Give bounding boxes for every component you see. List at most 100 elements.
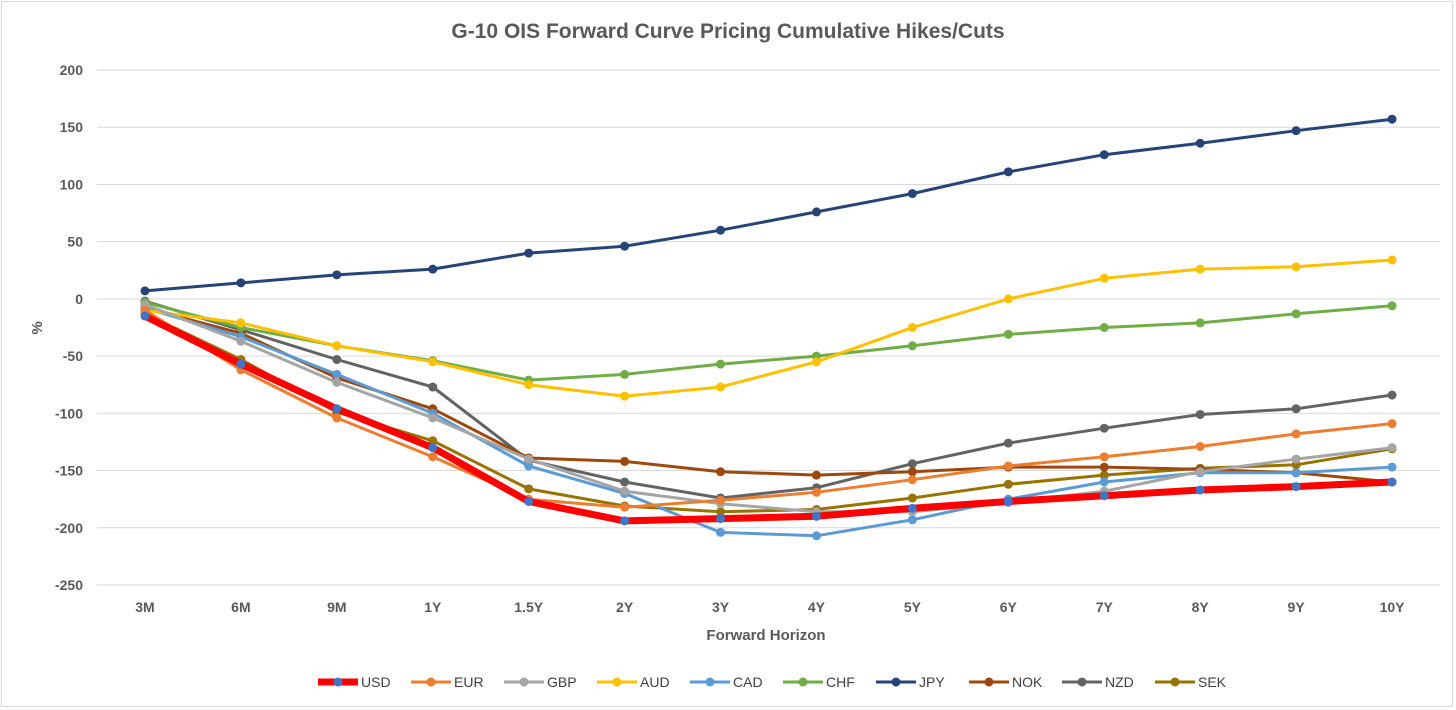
data-point [907,323,917,332]
series-line [144,306,1393,538]
legend-marker [798,677,808,687]
legend-marker [519,677,529,687]
data-point [1003,167,1013,177]
data-point [620,241,630,251]
series-line [144,258,1393,398]
data-point [1291,126,1301,136]
y-tick-label: -150 [55,463,83,479]
legend-marker [984,677,994,687]
x-axis-title: Forward Horizon [706,627,825,644]
data-point [1099,452,1109,462]
data-point [524,454,534,464]
y-tick-label: -100 [55,405,83,421]
y-tick-label: -250 [55,577,83,593]
data-point [620,477,630,487]
x-axis-ticks: 3M 6M 9M 1Y 1.5Y 2Y 3Y 4Y 5Y 6Y 7Y 8Y 9Y 10Y [135,599,1405,615]
data-point [811,470,821,480]
x-tick-label: 7Y [1096,599,1114,615]
y-tick-label: 200 [60,62,84,78]
legend-marker [705,677,715,687]
legend-label: NZD [1105,674,1134,690]
data-point [524,380,534,390]
data-point [716,359,726,369]
data-point [811,531,821,541]
data-point [811,207,821,217]
data-point [1003,294,1013,304]
data-point [1003,329,1013,339]
data-point [1387,114,1397,124]
data-point [236,336,246,346]
x-tick-label: 2Y [616,599,634,615]
data-point [524,496,534,506]
data-point [907,493,917,503]
x-tick-label: 6M [231,599,250,615]
data-point [907,341,917,351]
data-point [907,503,917,513]
data-point [428,413,438,423]
data-point [1291,404,1301,414]
legend-marker [333,677,343,687]
x-tick-label: 6Y [1000,599,1018,615]
data-point [332,355,342,365]
data-point [1387,301,1397,311]
x-tick-label: 8Y [1192,599,1210,615]
data-point [1387,462,1397,472]
data-point [1387,390,1397,400]
legend-item-cad: CAD [690,674,763,690]
series-line [144,306,1393,484]
series-line [144,309,1393,509]
data-point [716,514,726,524]
data-point [524,248,534,258]
chart-title: G-10 OIS Forward Curve Pricing Cumulativ… [451,20,1004,43]
legend-marker [426,677,436,687]
data-point [1387,419,1397,429]
series-usd [140,311,1397,526]
x-tick-label: 10Y [1380,599,1406,615]
data-point [1195,318,1205,328]
data-point [140,286,150,296]
data-point [332,270,342,280]
data-point [1291,429,1301,439]
series-line [144,117,1393,293]
x-tick-label: 4Y [808,599,826,615]
legend-item-nzd: NZD [1062,674,1134,690]
data-point [620,369,630,379]
data-point [907,475,917,485]
data-point [907,467,917,477]
legend-label: GBP [547,674,577,690]
data-point [1387,255,1397,265]
data-point [811,511,821,521]
data-point [716,467,726,477]
gridlines [97,69,1440,586]
data-point [1003,438,1013,448]
legend-item-eur: EUR [411,674,484,690]
data-point [1003,461,1013,471]
series-cad [140,303,1397,541]
y-tick-label: 100 [60,176,84,192]
y-tick-label: 150 [60,119,84,135]
y-axis-ticks: 200 150 100 50 0 -50 -100 -150 -200 -250 [55,62,83,593]
data-point [1003,496,1013,506]
legend-item-usd: USD [318,674,391,690]
data-point [907,515,917,525]
x-tick-label: 1.5Y [514,599,543,615]
data-point [236,318,246,328]
data-point [1099,477,1109,487]
x-tick-label: 5Y [904,599,922,615]
data-point [1195,409,1205,419]
data-point [1195,264,1205,274]
data-point [1099,491,1109,501]
legend-marker [1077,677,1087,687]
data-point [332,369,342,379]
data-point [1387,477,1397,487]
data-point [524,461,534,471]
legend-label: CHF [826,674,855,690]
data-point [332,404,342,414]
data-point [140,311,150,321]
data-point [811,487,821,497]
series-jpy [140,114,1397,296]
legend-label: NOK [1012,674,1043,690]
series-line [144,300,1393,382]
